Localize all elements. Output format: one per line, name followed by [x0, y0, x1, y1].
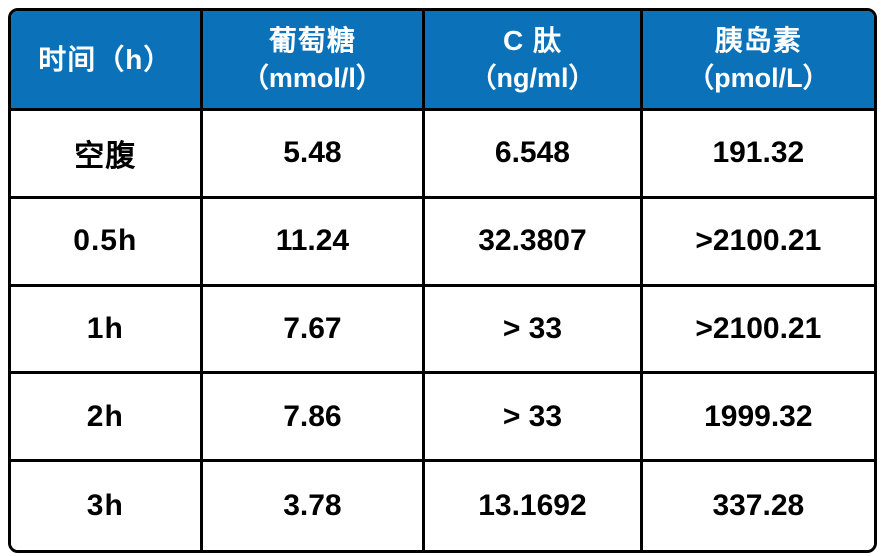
column-header-glucose-label: 葡萄糖	[268, 25, 356, 57]
column-header-glucose-unit: （mmol/l）	[241, 63, 383, 94]
row-1h-glucose: 7.67	[202, 286, 426, 375]
column-header-time-label: 时间（h）	[38, 43, 173, 75]
row-1h-time: 1h	[11, 286, 203, 375]
row-05h-glucose: 11.24	[202, 198, 426, 287]
column-header-insulin-unit: （pmol/L）	[687, 63, 830, 94]
column-header-insulin: 胰岛素 （pmol/L）	[642, 11, 874, 111]
row-2h-insulin: 1999.32	[642, 374, 874, 463]
row-3h-time: 3h	[11, 462, 203, 550]
row-05h-time: 0.5h	[11, 198, 203, 287]
column-header-time: 时间（h）	[11, 11, 203, 111]
row-2h-glucose: 7.86	[202, 374, 426, 463]
table-grid: 时间（h） 葡萄糖 （mmol/l） C 肽 （ng/ml） 胰岛素 （pmol…	[11, 11, 874, 550]
row-3h-c-peptide: 13.1692	[425, 462, 643, 550]
row-fasting-insulin: 191.32	[642, 111, 874, 199]
row-2h-time: 2h	[11, 374, 203, 463]
row-3h-insulin: 337.28	[642, 462, 874, 550]
lab-results-table: 时间（h） 葡萄糖 （mmol/l） C 肽 （ng/ml） 胰岛素 （pmol…	[8, 8, 877, 553]
row-3h-glucose: 3.78	[202, 462, 426, 550]
column-header-c-peptide: C 肽 （ng/ml）	[425, 11, 643, 111]
row-1h-c-peptide: > 33	[425, 286, 643, 375]
column-header-insulin-label: 胰岛素	[714, 25, 802, 57]
column-header-glucose: 葡萄糖 （mmol/l）	[202, 11, 426, 111]
row-05h-insulin: >2100.21	[642, 198, 874, 287]
row-fasting-c-peptide: 6.548	[425, 111, 643, 199]
row-1h-insulin: >2100.21	[642, 286, 874, 375]
column-header-c-peptide-unit: （ng/ml）	[469, 63, 596, 94]
row-05h-c-peptide: 32.3807	[425, 198, 643, 287]
row-2h-c-peptide: > 33	[425, 374, 643, 463]
row-fasting-glucose: 5.48	[202, 111, 426, 199]
row-fasting-time: 空腹	[11, 111, 203, 199]
column-header-c-peptide-label: C 肽	[502, 25, 562, 57]
